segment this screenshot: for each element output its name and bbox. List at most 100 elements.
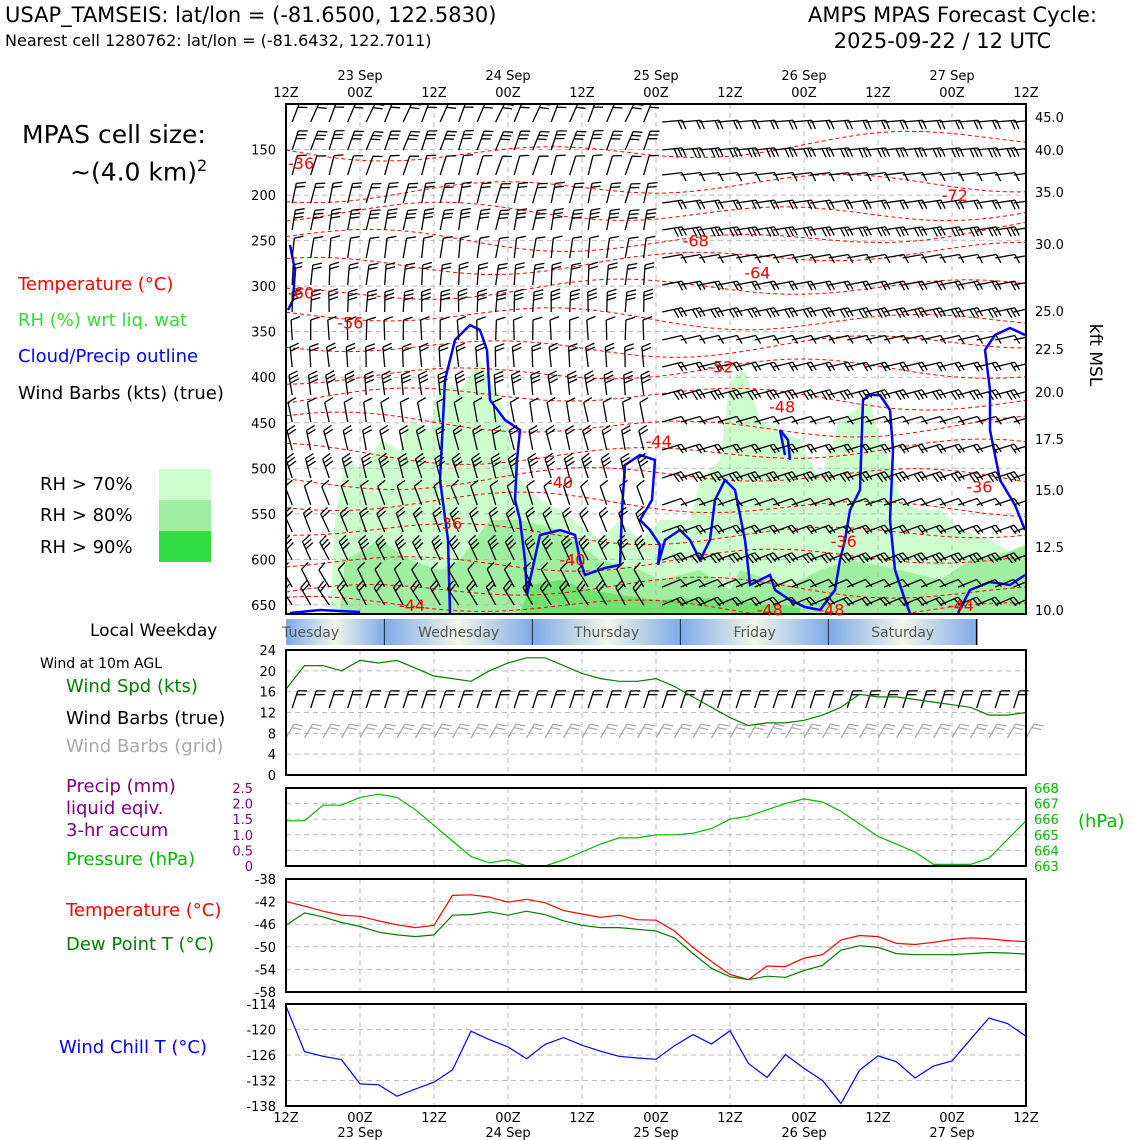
wind-barb [324,425,333,450]
wind-barb [662,200,686,209]
bottom-xtick: 00Z [791,1111,817,1126]
pressure-tick: 668 [1034,782,1059,797]
wind-barb [607,156,622,175]
wind-barb [420,343,429,367]
wind-barb [644,131,660,150]
panel-ytick: 8 [268,727,276,742]
rh70-swatch [159,469,211,500]
xs-ytick-right: 30.0 [1035,238,1064,253]
wind-barb [283,535,293,560]
wind-barb [329,182,342,203]
xs-xtick: 00Z [347,86,373,101]
xs-ytick-right: 20.0 [1035,386,1064,401]
wind-barb [599,507,608,532]
wind-barb [531,371,540,395]
wind-barb [345,371,355,395]
wind-barb [496,156,512,175]
wind-barb [514,131,530,150]
wind-barb [551,182,565,203]
wind-barb [292,182,306,203]
wind-barb [625,264,637,286]
bottom-xtick: 12Z [717,1111,743,1126]
wind-barb [586,343,595,367]
grid-wind-barb [1026,724,1043,738]
wind-barb [622,426,631,450]
wind-barb [512,343,521,367]
wind-barb [644,263,655,285]
cloud-outline-6 [290,610,360,613]
xs-xtick: 00Z [643,86,669,101]
xs-ytick-right: 22.5 [1035,343,1064,358]
wind-barb [607,263,618,285]
wind-barb [302,562,311,587]
wind-barb [458,289,467,312]
wind-barb [903,417,928,425]
wind-barb [292,131,308,150]
panel-ytick: -50 [255,941,276,956]
wind-barb [459,131,474,150]
wind-barb [403,156,419,175]
wind-barb [282,563,292,587]
temperature-panel: -38-42-46-50-54-58 [255,873,1026,1001]
wind-barb [329,236,340,258]
wind-barb [477,289,487,312]
bottom-date-label: 26 Sep [781,1126,826,1140]
wind-barb [570,156,586,175]
wind-barb [311,183,326,203]
wind-barb [477,209,490,230]
wind-barb [456,343,465,367]
contour-label: -64 [744,263,770,282]
wind-barb [385,236,397,258]
wind-barb [640,398,648,422]
wind-barb [514,104,531,123]
wind-barb [496,104,514,122]
wind-barb [477,156,492,175]
wind-barb [363,426,372,450]
wind-barb [528,454,538,479]
wind-barb [311,104,329,122]
wind-barb [403,237,416,258]
wind-barb [477,104,494,122]
wind-barb [546,426,555,451]
wind-barb [329,262,339,285]
wind-barb [514,317,523,340]
wind-barb [568,371,577,395]
wind-barb [588,182,601,203]
wind-barb [607,104,624,122]
wind-barb [422,209,435,230]
wind-barb [422,236,433,258]
wind-barb [533,104,551,122]
wind-barb [457,316,466,340]
temperature-contour [286,222,1026,251]
wind-barb [495,344,504,367]
wind-barb [440,317,449,340]
contour-label: -40 [559,550,585,569]
wind-barb [348,156,363,175]
xs-ytick-left: 150 [251,144,276,159]
wind-barb [422,263,432,286]
panel-ytick: -54 [255,963,276,978]
wind-barb [551,103,568,122]
wind-barb [588,262,598,285]
wind-barb [533,156,549,175]
wind-barb [422,131,438,150]
wind-barb [418,398,426,422]
wind-barb [511,371,521,395]
wind-barb [419,371,429,395]
pressure-unit: (hPa) [1078,811,1125,832]
wind-barb [344,398,352,422]
wind-barb [607,237,619,259]
bottom-xtick: 12Z [865,1111,891,1126]
wind-barb [348,131,364,150]
wind-barb [604,371,614,395]
bottom-date-label: 23 Sep [337,1126,382,1140]
wind-barb [403,132,420,151]
panel-ytick: 24 [259,644,276,659]
wind-barb [382,371,392,395]
wind-barb [323,453,333,478]
pressure-tick: 665 [1034,829,1059,844]
weekday-label: Tuesday [281,625,339,641]
wind-barb [287,426,296,451]
wind-barb [385,183,399,203]
wind-barb [348,209,361,230]
